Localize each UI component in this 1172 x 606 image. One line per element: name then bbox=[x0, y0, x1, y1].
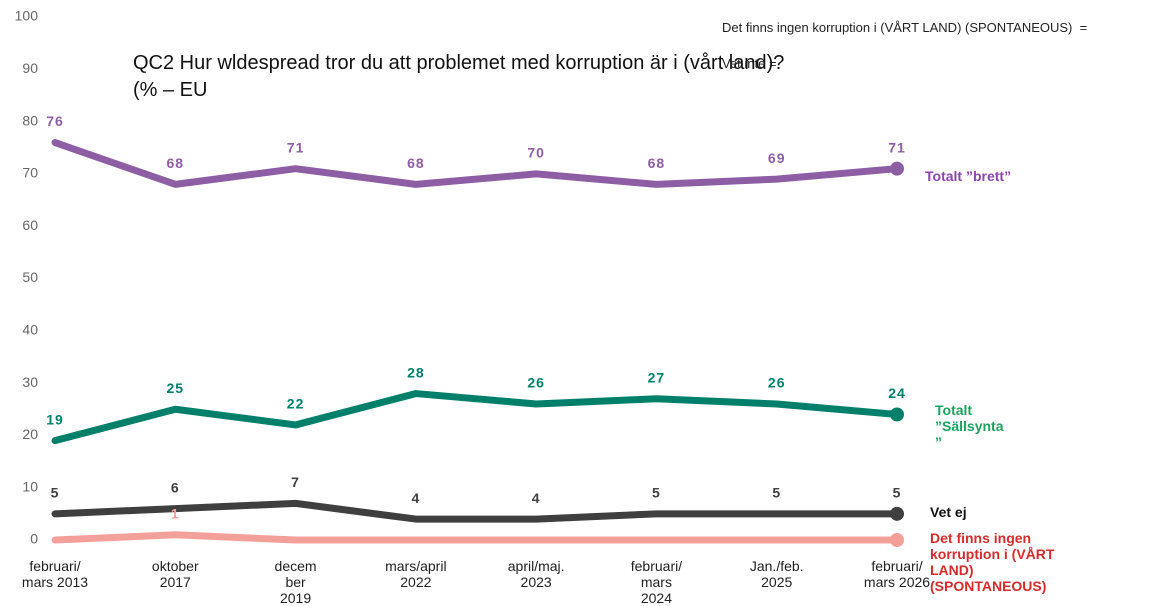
data-label: 24 bbox=[888, 385, 906, 401]
data-label: 25 bbox=[166, 380, 184, 396]
data-label: 28 bbox=[407, 364, 425, 380]
data-label: 5 bbox=[652, 485, 661, 501]
annotation: Vet inte = bbox=[722, 56, 777, 71]
end-marker bbox=[890, 533, 904, 547]
end-marker bbox=[890, 161, 904, 176]
series-label: Totalt ”Sällsynta ” bbox=[935, 402, 1004, 450]
annotation: Det finns ingen korruption i (VÅRT LAND)… bbox=[722, 20, 1088, 35]
data-label: 6 bbox=[171, 479, 180, 495]
y-tick-label: 0 bbox=[30, 531, 38, 547]
data-label: 5 bbox=[772, 485, 781, 501]
y-tick-label: 50 bbox=[22, 269, 38, 285]
series-label: Det finns ingen korruption i (VÅRT LAND)… bbox=[930, 530, 1055, 594]
data-label: 68 bbox=[166, 155, 184, 171]
data-label: 27 bbox=[648, 369, 666, 385]
data-label: 1 bbox=[171, 505, 180, 521]
x-tick-label: decem ber 2019 bbox=[274, 558, 317, 606]
series-line bbox=[51, 531, 901, 544]
data-label: 68 bbox=[648, 155, 666, 171]
y-tick-label: 80 bbox=[22, 112, 38, 128]
data-label: 26 bbox=[768, 375, 786, 391]
y-tick-label: 90 bbox=[22, 60, 38, 76]
x-tick-label: Jan./feb. 2025 bbox=[749, 558, 804, 590]
series-label: Vet ej bbox=[930, 504, 967, 520]
data-label: 4 bbox=[532, 490, 541, 506]
x-tick-label: oktober 2017 bbox=[151, 558, 199, 590]
data-label: 7 bbox=[291, 474, 300, 490]
x-tick-label: februari/ mars 2026 bbox=[863, 558, 931, 590]
data-label: 19 bbox=[46, 411, 64, 427]
y-tick-label: 100 bbox=[15, 8, 39, 24]
data-label: 71 bbox=[888, 139, 906, 155]
y-tick-label: 20 bbox=[22, 426, 38, 442]
series-line bbox=[51, 390, 901, 445]
end-marker bbox=[890, 407, 904, 422]
data-label: 22 bbox=[287, 396, 305, 412]
x-tick-label: april/maj. 2023 bbox=[507, 558, 565, 590]
data-label: 5 bbox=[893, 485, 902, 501]
x-tick-label: februari/ mars 2013 bbox=[21, 558, 89, 590]
y-tick-label: 70 bbox=[22, 165, 38, 181]
x-tick-label: mars/april 2022 bbox=[385, 558, 447, 590]
data-label: 71 bbox=[287, 139, 305, 155]
series-line bbox=[51, 139, 901, 188]
data-label: 26 bbox=[527, 375, 545, 391]
y-tick-label: 30 bbox=[22, 374, 38, 390]
y-tick-label: 60 bbox=[22, 217, 38, 233]
end-marker bbox=[890, 506, 904, 521]
data-label: 69 bbox=[768, 150, 786, 166]
data-label: 5 bbox=[51, 485, 60, 501]
y-tick-label: 10 bbox=[22, 478, 38, 494]
data-label: 70 bbox=[527, 145, 545, 161]
data-label: 76 bbox=[46, 113, 64, 129]
x-tick-label: februari/ mars 2024 bbox=[630, 558, 683, 606]
y-tick-label: 40 bbox=[22, 322, 38, 338]
data-label: 4 bbox=[411, 490, 420, 506]
series-label: Totalt ”brett” bbox=[925, 168, 1012, 184]
series-line bbox=[51, 499, 901, 523]
data-label: 68 bbox=[407, 155, 425, 171]
chart-title: QC2 Hur wldespread tror du att problemet… bbox=[133, 52, 785, 101]
